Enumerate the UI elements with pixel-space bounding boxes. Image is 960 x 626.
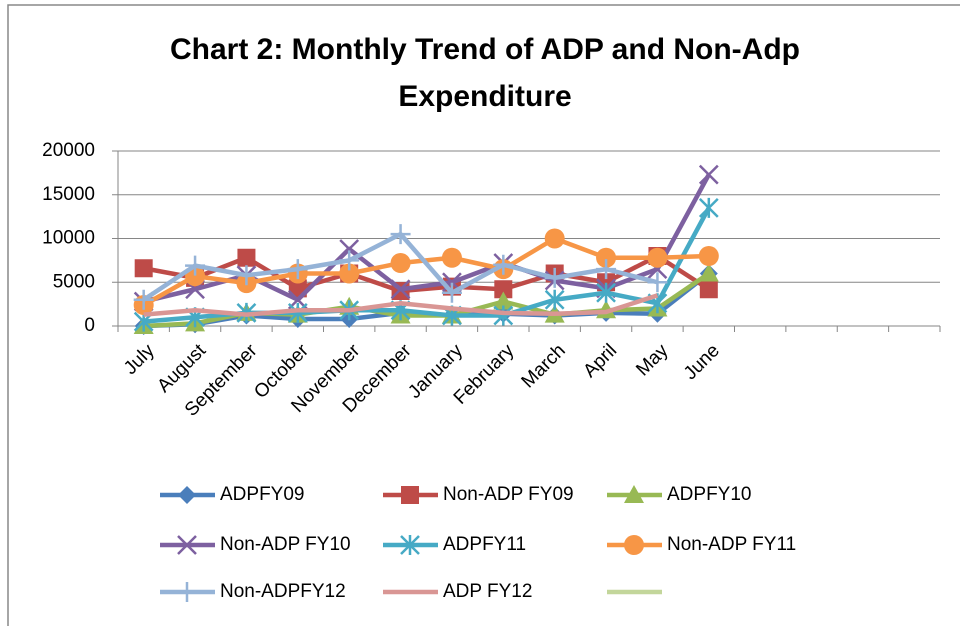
- marker: [178, 486, 196, 504]
- marker: [237, 248, 256, 267]
- marker: [596, 259, 617, 280]
- marker: [544, 267, 565, 288]
- marker: [236, 265, 257, 286]
- marker: [287, 302, 308, 323]
- marker: [400, 535, 420, 555]
- marker: [133, 289, 154, 310]
- legend-label: Non-ADP FY10: [220, 534, 351, 555]
- marker: [339, 263, 360, 284]
- legend-label: Non-ADP FY11: [667, 534, 796, 555]
- marker: [339, 250, 360, 271]
- marker: [596, 247, 617, 268]
- y-tick-label: 0: [84, 315, 95, 336]
- y-tick-label: 5000: [53, 271, 95, 292]
- marker: [390, 279, 411, 300]
- marker: [544, 228, 565, 249]
- marker: [441, 282, 462, 303]
- marker: [287, 259, 308, 280]
- marker: [624, 535, 644, 555]
- y-tick-label: 10000: [42, 228, 95, 249]
- legend-label: ADPFY09: [220, 484, 304, 505]
- marker: [177, 582, 197, 602]
- marker: [647, 272, 668, 293]
- x-tick-label: June: [680, 340, 724, 384]
- y-tick-label: 20000: [42, 140, 95, 161]
- marker: [493, 254, 514, 275]
- marker: [185, 255, 206, 276]
- marker: [390, 253, 411, 273]
- legend-label: ADPFY11: [443, 534, 526, 555]
- legend-label: Non-ADPFY12: [220, 581, 346, 602]
- marker: [134, 259, 153, 278]
- marker: [647, 247, 668, 268]
- marker: [401, 486, 419, 504]
- legend-label: ADPFY10: [667, 484, 751, 505]
- marker: [698, 263, 719, 282]
- x-tick-label: May: [632, 340, 673, 381]
- chart-frame: [7, 4, 960, 626]
- marker: [699, 280, 718, 299]
- series-line: [143, 293, 659, 317]
- marker: [698, 246, 719, 266]
- marker: [544, 289, 565, 310]
- marker: [494, 280, 513, 299]
- marker: [624, 485, 644, 503]
- marker: [698, 197, 719, 218]
- marker: [596, 282, 616, 303]
- chart-title: Chart 2: Monthly Trend of ADP and Non-Ad…: [170, 33, 800, 113]
- x-tick-label: April: [579, 340, 621, 382]
- y-tick-label: 15000: [42, 184, 95, 205]
- marker: [390, 224, 411, 245]
- marker: [441, 247, 462, 268]
- marker: [493, 291, 514, 310]
- marker: [493, 305, 514, 326]
- x-tick-label: March: [518, 340, 570, 392]
- marker: [177, 535, 197, 555]
- legend-label: ADP FY12: [443, 581, 532, 602]
- marker: [698, 164, 719, 185]
- x-tick-label: July: [120, 340, 159, 379]
- legend-label: Non-ADP FY09: [443, 484, 574, 505]
